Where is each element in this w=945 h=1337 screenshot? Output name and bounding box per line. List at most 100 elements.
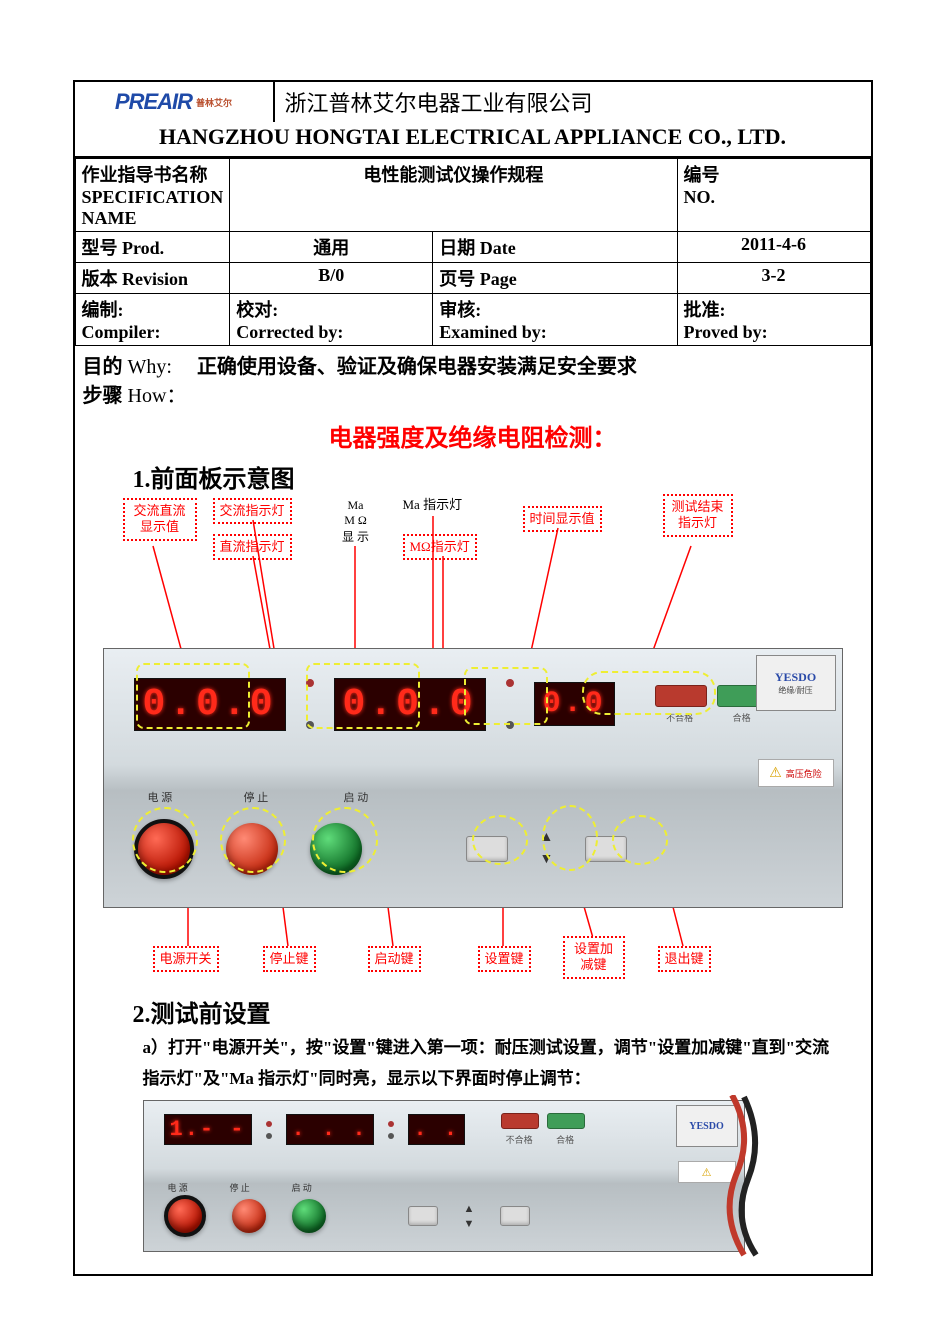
purpose-how: 步骤 How： <box>83 379 863 408</box>
cell-proved: 批准: Proved by: <box>677 294 870 346</box>
stop-button[interactable] <box>226 823 278 875</box>
button-row: ▲ ▼ <box>134 809 812 889</box>
warning-text: 高压危险 <box>786 767 822 780</box>
spec-table: 作业指导书名称 SPECIFICATION NAME 电性能测试仪操作规程 编号… <box>75 158 871 346</box>
purpose-why: 目的 Why: 正确使用设备、验证及确保电器安装满足安全要求 <box>83 350 863 379</box>
corrected-cn: 校对: <box>236 300 278 320</box>
cell-date-lbl: 日期 Date <box>433 232 677 263</box>
small-ind-pass-lbl: 合格 <box>547 1133 583 1146</box>
step-a-text: a）打开"电源开关"，按"设置"键进入第一项：耐压测试设置，调节"设置加减键"直… <box>143 1033 833 1094</box>
small-lbl-power: 电 源 <box>168 1181 188 1194</box>
brand-text: YESDO <box>775 670 816 685</box>
small-seg-1: 1.- - <box>164 1114 252 1145</box>
small-seg-2: . . . <box>286 1114 374 1145</box>
cell-corrected: 校对: Corrected by: <box>230 294 433 346</box>
ma-l1: Ma <box>331 498 381 513</box>
spec-name-cn: 作业指导书名称 <box>82 165 208 185</box>
spec-name-en: SPECIFICATION NAME <box>82 187 224 228</box>
small-ind-pass <box>547 1113 585 1129</box>
btn-label-start: 启 动 <box>344 789 369 805</box>
cell-prod-val: 通用 <box>230 232 433 263</box>
small-instrument: 1.- - . . . . . 不合格 <box>143 1100 745 1252</box>
section-2-title: 2.测试前设置 <box>133 994 863 1029</box>
btn-label-stop: 停 止 <box>244 789 269 805</box>
lbl-test-end: 测试结束指示灯 <box>663 494 733 537</box>
power-button[interactable] <box>134 819 194 879</box>
logo-sub: 普林艾尔 <box>196 96 232 109</box>
prod-cn: 型号 <box>82 238 118 258</box>
section-red-title: 电器强度及绝缘电阻检测： <box>83 418 863 453</box>
lbl-ma-mohm-disp: Ma M Ω 显 示 <box>331 498 381 545</box>
small-start-button[interactable] <box>292 1199 326 1233</box>
lbl-set: 设置键 <box>478 946 531 972</box>
small-set-button[interactable] <box>408 1206 438 1226</box>
small-arrow-up-icon: ▲ <box>464 1203 475 1215</box>
small-ind-fail <box>501 1113 539 1129</box>
date-cn: 日期 <box>439 238 475 258</box>
document-page: PREAIR 普林艾尔 浙江普林艾尔电器工业有限公司 HANGZHOU HONG… <box>73 80 873 1276</box>
section-1-title: 1.前面板示意图 <box>133 459 863 494</box>
brand-plate: YESDO 绝缘/耐压 <box>756 655 836 711</box>
small-arrow-down-icon: ▼ <box>464 1218 475 1230</box>
exit-button[interactable] <box>585 836 627 862</box>
company-en: HANGZHOU HONGTAI ELECTRICAL APPLIANCE CO… <box>75 122 871 156</box>
arrow-down-icon: ▼ <box>540 852 554 868</box>
rev-cn: 版本 <box>82 269 118 289</box>
date-en: Date <box>480 238 516 258</box>
small-power-button[interactable] <box>164 1195 206 1237</box>
cell-no: 编号 NO. <box>677 159 870 232</box>
how-cn: 步骤 <box>83 385 123 407</box>
cell-examined: 审核: Examined by: <box>433 294 677 346</box>
seg-display-1: 0.0.0 <box>134 678 286 731</box>
lbl-ac-ind: 交流指示灯 <box>213 498 292 524</box>
why-en: Why: <box>128 356 172 378</box>
indicator-fail <box>655 685 707 707</box>
proved-cn: 批准: <box>684 300 726 320</box>
doc-title: 电性能测试仪操作规程 <box>230 159 677 232</box>
indicator-group: 不合格 合格 <box>655 685 769 724</box>
cell-compiler: 编制: Compiler: <box>75 294 230 346</box>
lbl-dc-ind: 直流指示灯 <box>213 534 292 560</box>
arrow-up-icon: ▲ <box>540 830 554 846</box>
cell-spec-name: 作业指导书名称 SPECIFICATION NAME <box>75 159 230 232</box>
body-content: 目的 Why: 正确使用设备、验证及确保电器安装满足安全要求 步骤 How： 电… <box>75 346 871 1274</box>
lbl-ac-dc-disp: 交流直流显示值 <box>123 498 197 541</box>
set-button[interactable] <box>466 836 508 862</box>
lbl-time-disp: 时间显示值 <box>523 506 602 532</box>
examined-en: Examined by: <box>439 322 547 342</box>
ma-l3: 显 示 <box>331 528 381 545</box>
cell-page-val: 3-2 <box>677 263 870 294</box>
compiler-cn: 编制: <box>82 300 124 320</box>
warning-plate: ⚠ 高压危险 <box>758 759 834 787</box>
start-button[interactable] <box>310 823 362 875</box>
lbl-updown: 设置加减键 <box>563 936 625 979</box>
corrected-en: Corrected by: <box>236 322 343 342</box>
why-cn: 目的 <box>83 356 123 378</box>
cell-rev-lbl: 版本 Revision <box>75 263 230 294</box>
no-en: NO. <box>684 187 716 207</box>
small-seg-3: . . <box>408 1114 466 1145</box>
logo-cell: PREAIR 普林艾尔 <box>75 82 275 122</box>
small-ind-fail-lbl: 不合格 <box>501 1133 537 1146</box>
small-lbl-stop: 停 止 <box>230 1181 250 1194</box>
instrument-panel: 0.0.0 0.0.0 0.0 不合格 <box>103 648 843 908</box>
small-exit-button[interactable] <box>500 1206 530 1226</box>
front-panel-diagram: 交流直流显示值 交流指示灯 直流指示灯 Ma M Ω 显 示 Ma 指示灯 MΩ… <box>103 498 843 988</box>
cell-page-lbl: 页号 Page <box>433 263 677 294</box>
lbl-stop: 停止键 <box>263 946 316 972</box>
small-lbl-start: 启 动 <box>292 1181 312 1194</box>
indicator-pass-label: 合格 <box>717 711 767 724</box>
compiler-en: Compiler: <box>82 322 161 342</box>
cell-date-val: 2011-4-6 <box>677 232 870 263</box>
small-stop-button[interactable] <box>232 1199 266 1233</box>
seg-display-2: 0.0.0 <box>334 678 486 731</box>
ma-l2: M Ω <box>331 513 381 528</box>
proved-en: Proved by: <box>684 322 768 342</box>
no-cn: 编号 <box>684 165 720 185</box>
lbl-ma-ind: Ma 指示灯 <box>398 494 468 516</box>
lbl-mohm-ind: MΩ指示灯 <box>403 534 477 560</box>
prod-en: Prod. <box>122 238 164 258</box>
cell-prod-lbl: 型号 Prod. <box>75 232 230 263</box>
cable-icon <box>724 1095 764 1257</box>
header-block: PREAIR 普林艾尔 浙江普林艾尔电器工业有限公司 HANGZHOU HONG… <box>75 82 871 158</box>
